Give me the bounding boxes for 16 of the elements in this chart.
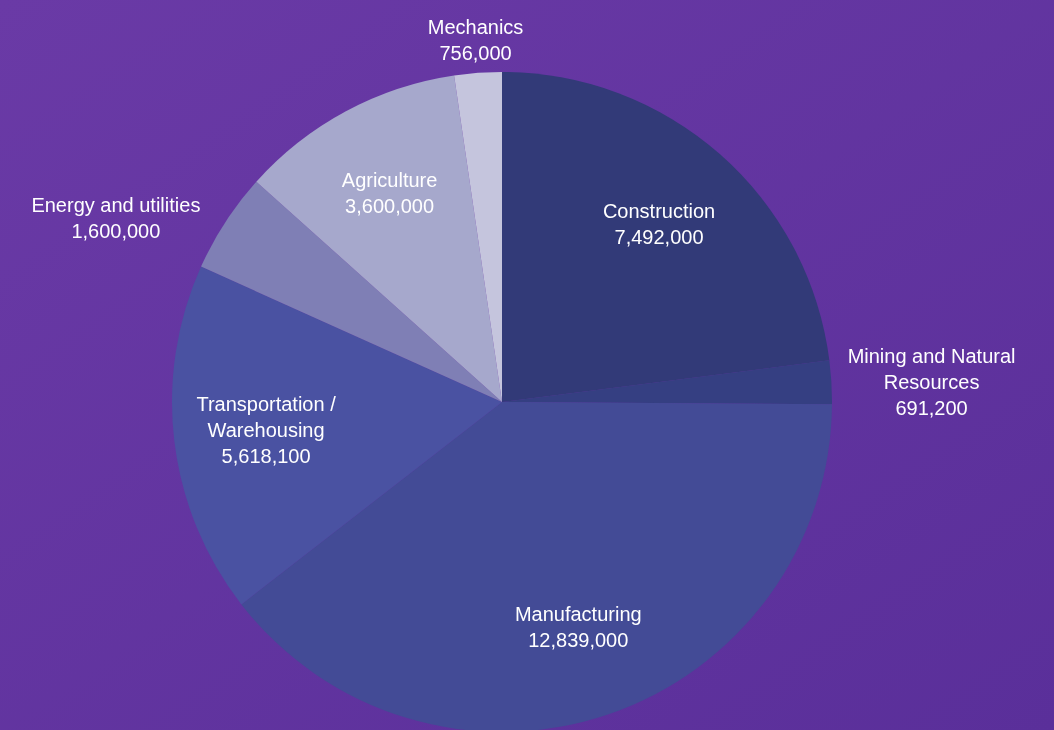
- slice-label: Construction: [602, 199, 716, 222]
- slice-label: Mechanics: [427, 15, 524, 38]
- slice-label: Manufacturing: [514, 603, 642, 626]
- data-label: 691,200: [895, 396, 968, 419]
- slice-label: Energy and utilities: [31, 194, 201, 217]
- pie-slice: [454, 72, 502, 402]
- data-label: 7,492,000: [614, 225, 704, 248]
- slice-label: Agriculture: [341, 168, 438, 191]
- data-label: 5,618,100: [221, 445, 311, 468]
- data-label: 756,000: [439, 41, 512, 64]
- pie-slice: [502, 72, 830, 402]
- data-label: 3,600,000: [345, 194, 435, 217]
- data-label: 12,839,000: [528, 629, 629, 652]
- slice-label: Mining and Natural Resources: [847, 344, 1016, 393]
- data-label: 1,600,000: [71, 220, 161, 243]
- slice-label: Transportation / Warehousing: [196, 393, 337, 442]
